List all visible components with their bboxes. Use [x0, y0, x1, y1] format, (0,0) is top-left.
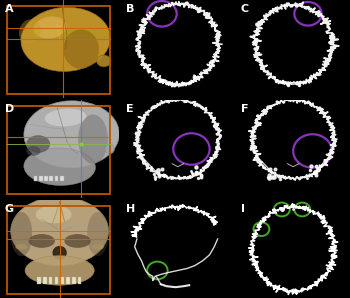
Text: G: G: [5, 204, 14, 214]
Text: E: E: [126, 104, 133, 114]
Ellipse shape: [34, 16, 66, 38]
Ellipse shape: [26, 146, 41, 156]
Ellipse shape: [97, 55, 111, 67]
Bar: [7, 206, 110, 294]
Ellipse shape: [45, 108, 86, 126]
Ellipse shape: [105, 144, 114, 154]
Text: H: H: [126, 204, 135, 214]
Bar: [37, 277, 41, 284]
Ellipse shape: [52, 246, 67, 260]
Ellipse shape: [21, 7, 110, 72]
Ellipse shape: [11, 212, 32, 256]
Bar: [72, 277, 76, 284]
Bar: [66, 277, 70, 284]
Bar: [60, 176, 64, 181]
Ellipse shape: [36, 206, 72, 223]
Text: C: C: [241, 4, 249, 14]
Ellipse shape: [29, 234, 55, 248]
Text: B: B: [126, 4, 134, 14]
Ellipse shape: [87, 212, 108, 256]
Bar: [7, 6, 110, 94]
Ellipse shape: [25, 256, 94, 285]
Bar: [49, 277, 52, 284]
Bar: [43, 277, 47, 284]
Text: D: D: [5, 104, 14, 114]
Bar: [61, 277, 64, 284]
Text: I: I: [241, 204, 245, 214]
Ellipse shape: [78, 114, 108, 164]
Bar: [78, 277, 81, 284]
Ellipse shape: [11, 197, 108, 266]
Bar: [55, 277, 58, 284]
Bar: [39, 176, 43, 181]
Ellipse shape: [19, 19, 41, 44]
Ellipse shape: [63, 30, 99, 69]
Text: A: A: [5, 4, 13, 14]
Bar: [34, 176, 37, 181]
Bar: [49, 176, 53, 181]
Ellipse shape: [24, 148, 96, 185]
Ellipse shape: [15, 244, 27, 250]
Ellipse shape: [92, 244, 104, 250]
Ellipse shape: [26, 135, 50, 153]
Ellipse shape: [64, 234, 91, 248]
Bar: [44, 176, 48, 181]
Bar: [55, 176, 58, 181]
Bar: [7, 106, 110, 194]
Ellipse shape: [24, 101, 119, 168]
Text: F: F: [241, 104, 248, 114]
